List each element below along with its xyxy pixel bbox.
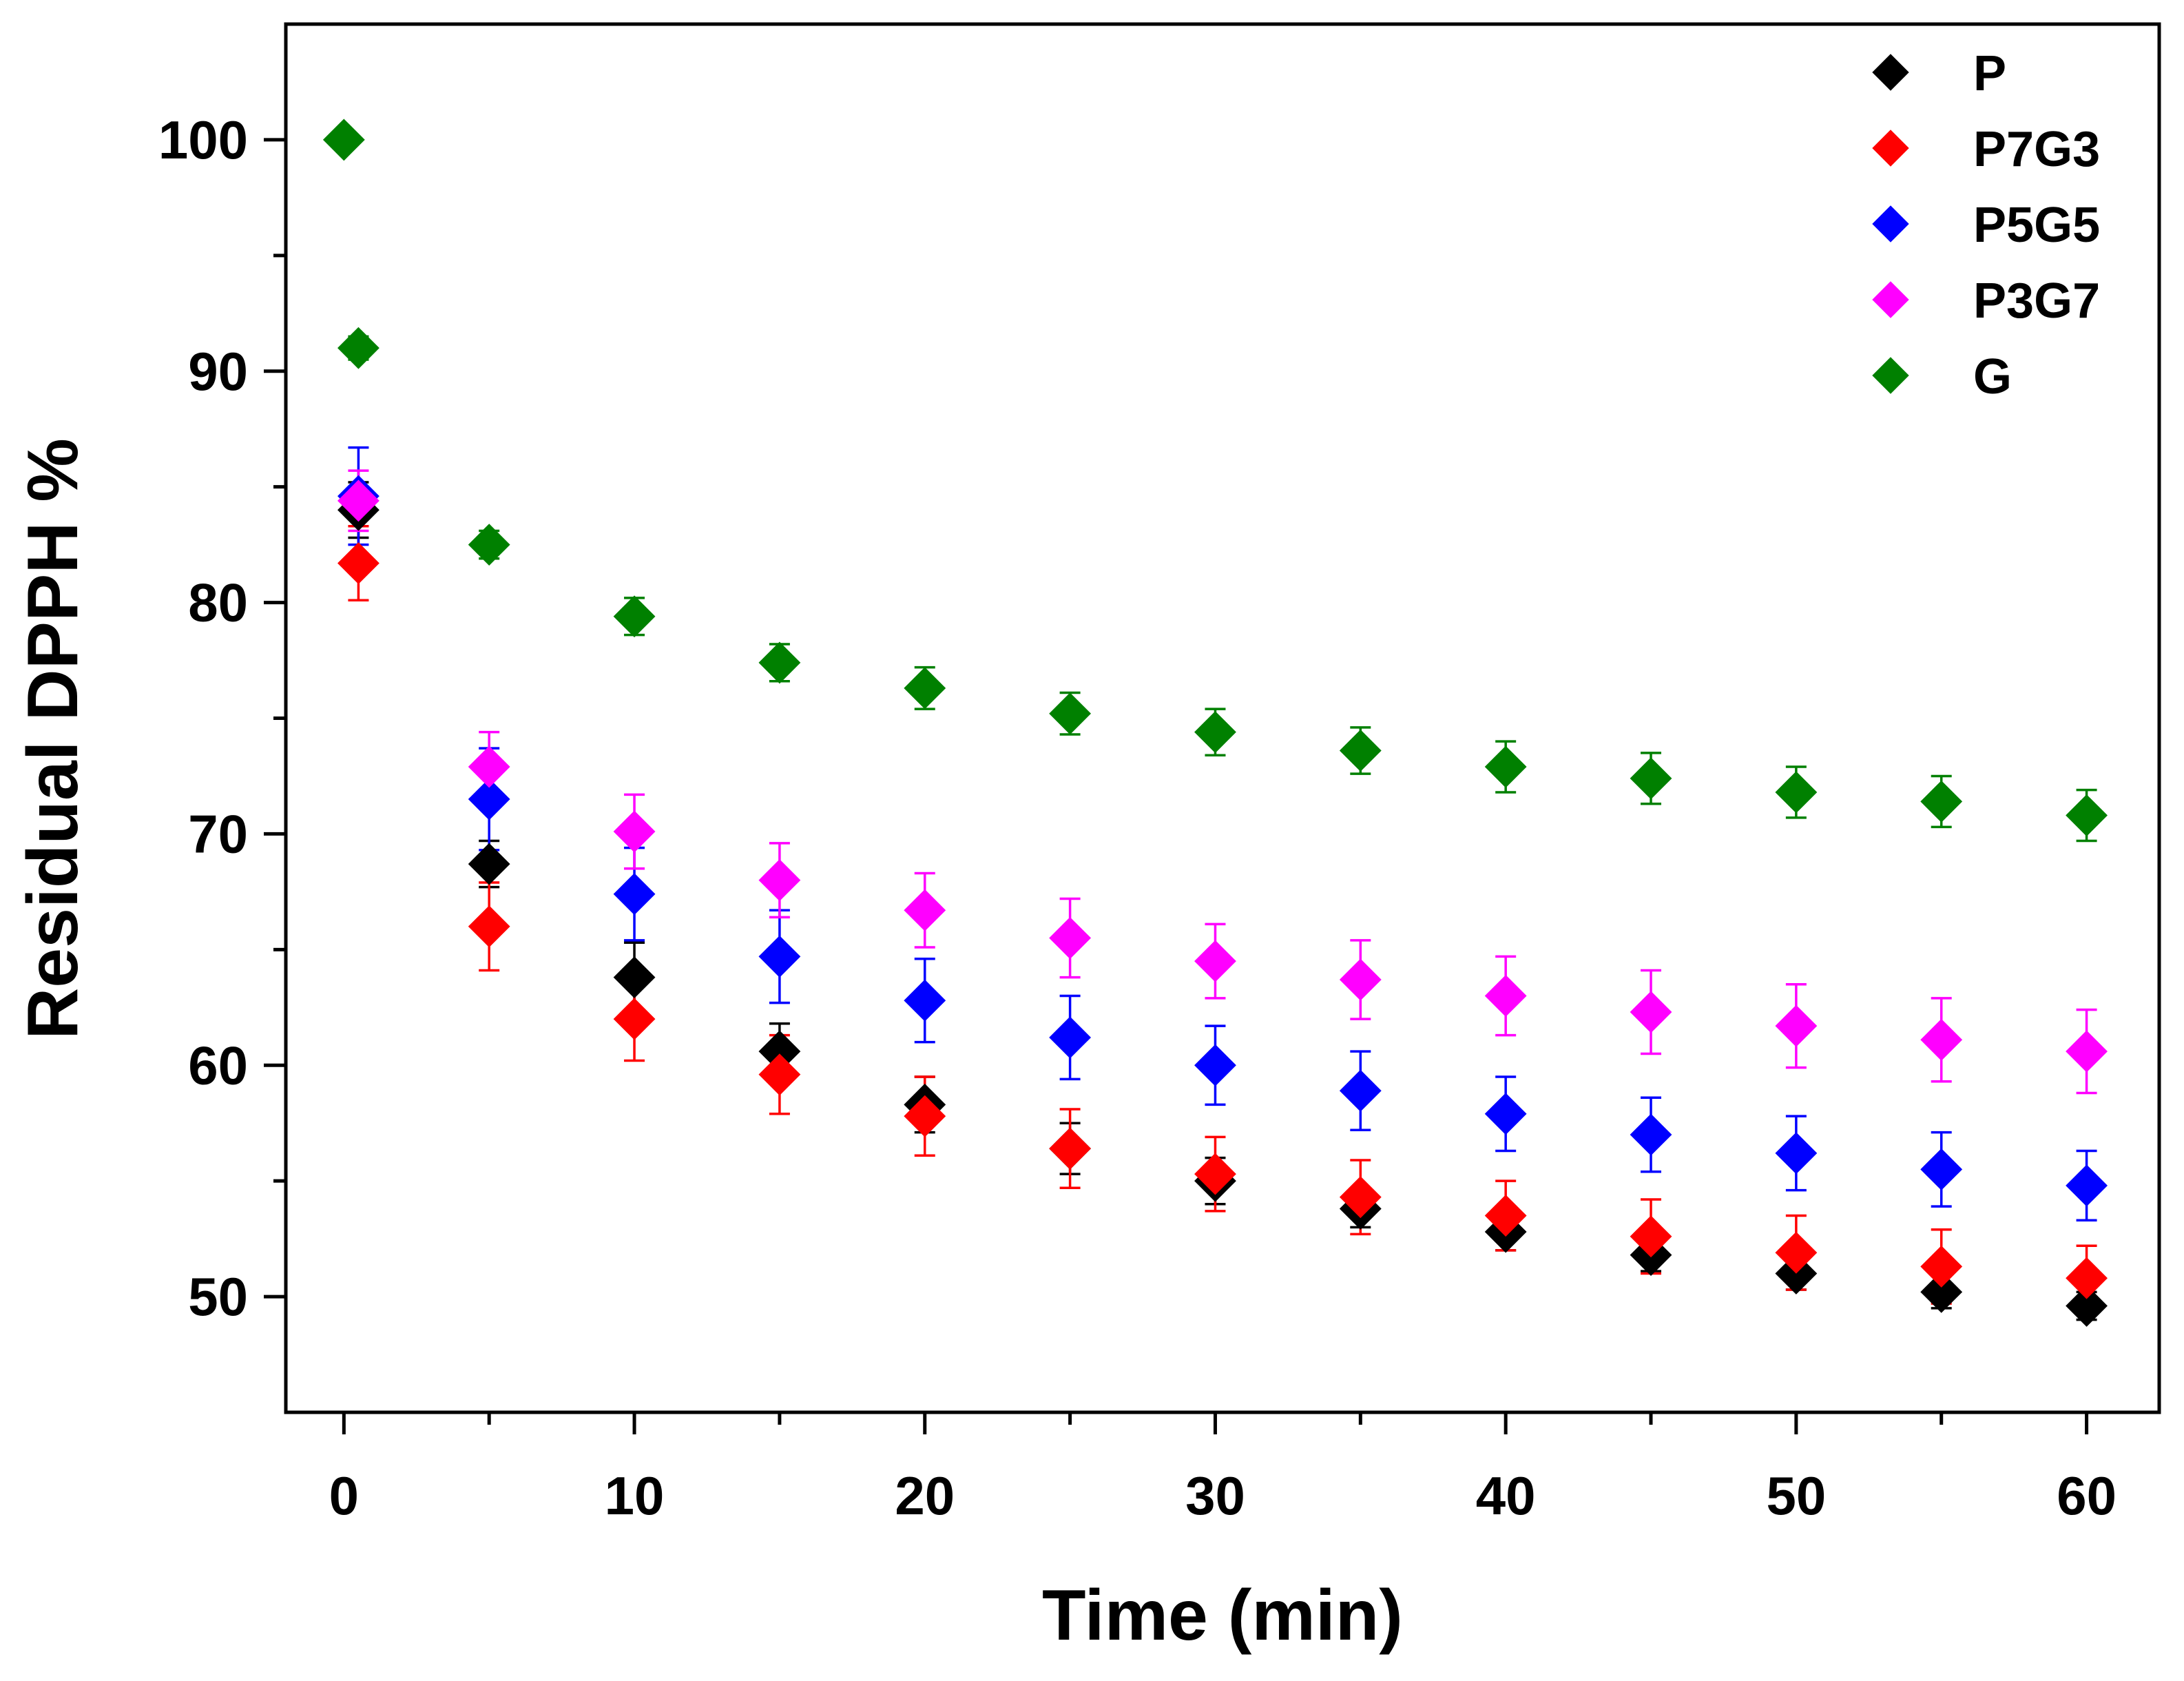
y-tick-label: 70 <box>188 803 248 864</box>
data-point-p5g5 <box>904 979 946 1022</box>
data-point-p7g3 <box>1920 1246 1963 1288</box>
markers-layer <box>322 118 2108 1327</box>
data-point-p5g5 <box>613 873 656 916</box>
data-point-g <box>1484 745 1527 788</box>
axes-layer: 0 10 20 30 40 50 60 50 60 70 80 90 100 <box>158 22 2161 1526</box>
data-point-p5g5 <box>1339 1069 1382 1112</box>
y-tick-label: 90 <box>188 341 248 402</box>
legend-marker-g <box>1872 357 1909 394</box>
data-point-p <box>2066 1285 2108 1327</box>
data-point-p7g3 <box>1339 1176 1382 1219</box>
data-point-p3g7 <box>1194 940 1236 982</box>
data-point-p7g3 <box>904 1095 946 1137</box>
data-point-p7g3 <box>613 998 656 1040</box>
data-point-p5g5 <box>2066 1164 2108 1207</box>
legend: P P7G3 P5G5 P3G7 G <box>1872 46 2100 404</box>
x-tick-label: 60 <box>2057 1465 2117 1526</box>
x-tick-label: 40 <box>1476 1465 1536 1526</box>
data-point-p3g7 <box>1049 917 1092 959</box>
data-point-g <box>613 595 656 638</box>
data-point-g <box>1920 780 1963 823</box>
data-point-p7g3 <box>1049 1127 1092 1170</box>
data-point-p <box>468 843 510 885</box>
data-point-p7g3 <box>2066 1257 2108 1299</box>
data-point-p3g7 <box>1775 1004 1818 1047</box>
data-point-p7g3 <box>1775 1231 1818 1274</box>
data-point-p3g7 <box>337 479 379 522</box>
data-point-p5g5 <box>1630 1113 1672 1156</box>
data-point-p7g3 <box>468 905 510 948</box>
legend-label-p: P <box>1973 46 2006 101</box>
y-tick-label: 50 <box>188 1266 248 1327</box>
data-point-g <box>2066 794 2108 836</box>
legend-label-g: G <box>1973 349 2012 404</box>
x-tick-label: 10 <box>605 1465 665 1526</box>
data-point-p5g5 <box>758 935 801 978</box>
y-tick-label: 80 <box>188 573 248 633</box>
data-point-p7g3 <box>337 542 379 584</box>
legend-marker-p5g5 <box>1872 205 1909 243</box>
data-point-g <box>1630 757 1672 800</box>
data-point-p5g5 <box>1920 1148 1963 1190</box>
data-point-g <box>758 641 801 684</box>
data-point-p3g7 <box>1920 1018 1963 1061</box>
data-point-p3g7 <box>1484 975 1527 1017</box>
legend-label-p5g5: P5G5 <box>1973 198 2100 253</box>
data-point-p7g3 <box>758 1053 801 1096</box>
data-point-g <box>1775 771 1818 814</box>
x-axis-title: Time (min) <box>1042 1576 1403 1656</box>
legend-marker-p3g7 <box>1872 281 1909 318</box>
x-tick-label: 30 <box>1185 1465 1245 1526</box>
data-point-g <box>1049 692 1092 735</box>
y-tick-label: 60 <box>188 1035 248 1095</box>
data-point-p3g7 <box>1630 991 1672 1033</box>
data-point-g <box>1339 730 1382 772</box>
legend-marker-p7g3 <box>1872 130 1909 167</box>
legend-marker-p <box>1872 54 1909 91</box>
data-point-p5g5 <box>1049 1016 1092 1059</box>
data-point-p <box>1920 1270 1963 1313</box>
data-point-p3g7 <box>613 810 656 853</box>
data-point-p3g7 <box>1339 958 1382 1001</box>
data-point-g <box>322 118 365 161</box>
data-point-p7g3 <box>1630 1215 1672 1258</box>
data-point-p3g7 <box>468 745 510 788</box>
data-point-g <box>468 524 510 566</box>
data-point-p3g7 <box>904 889 946 931</box>
data-point-p3g7 <box>2066 1030 2108 1073</box>
data-point-p3g7 <box>758 859 801 901</box>
legend-label-p3g7: P3G7 <box>1973 274 2100 329</box>
data-point-g <box>337 327 379 369</box>
data-point-p7g3 <box>1484 1195 1527 1237</box>
data-point-p5g5 <box>1775 1132 1818 1175</box>
data-point-g <box>1194 711 1236 754</box>
x-tick-label: 50 <box>1766 1465 1826 1526</box>
data-point-p5g5 <box>468 778 510 821</box>
x-tick-label: 20 <box>895 1465 955 1526</box>
data-point-p7g3 <box>1194 1153 1236 1195</box>
x-tick-label: 0 <box>329 1465 359 1526</box>
data-point-p5g5 <box>1484 1093 1527 1135</box>
data-point-g <box>904 667 946 710</box>
legend-label-p7g3: P7G3 <box>1973 122 2100 177</box>
y-tick-label: 100 <box>158 110 248 170</box>
data-point-p <box>613 956 656 999</box>
y-axis-title: Residual DPPH % <box>13 438 93 1040</box>
data-point-p5g5 <box>1194 1044 1236 1086</box>
